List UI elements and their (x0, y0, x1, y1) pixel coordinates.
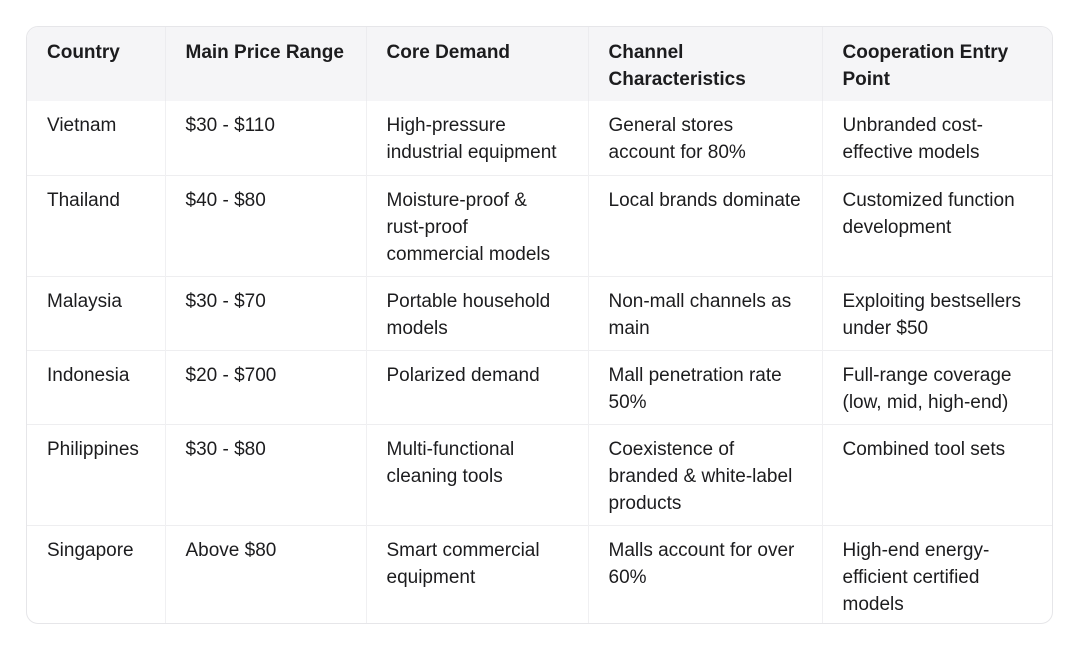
cell-entry-point: Full-range coverage (low, mid, high-end) (821, 349, 1052, 424)
cell-price-range: $30 - $110 (164, 101, 366, 175)
cell-channel: Local brands dominate (587, 174, 822, 276)
cell-price-range: $20 - $700 (164, 349, 366, 424)
cell-channel: Non-mall channels as main (587, 275, 822, 350)
cell-country: Vietnam (47, 115, 117, 136)
cell-entry-point: Combined tool sets (821, 423, 1052, 525)
cell-entry-point: Customized function development (821, 174, 1052, 276)
header-row: Country Main Price Range Core Demand Cha… (27, 27, 1052, 101)
table-row: Malaysia $30 - $70 Portable household mo… (27, 275, 1052, 350)
table-row: Philippines $30 - $80 Multi-functional c… (27, 423, 1052, 525)
cell-entry-point: High-end energy-efficient certified mode… (821, 524, 1052, 623)
cell-country: Indonesia (27, 349, 165, 424)
cell-country: Singapore (27, 524, 165, 623)
table-row: Thailand $40 - $80 Moisture-proof & rust… (27, 174, 1052, 276)
cell-core-demand: Moisture-proof & rust-proof commercial m… (365, 174, 588, 276)
header-core-demand: Core Demand (365, 27, 588, 101)
table-row: Singapore Above $80 Smart commercial equ… (27, 524, 1052, 623)
table-row: Indonesia $20 - $700 Polarized demand Ma… (27, 349, 1052, 424)
cell-price-range: $30 - $70 (164, 275, 366, 350)
cell-country: Thailand (27, 174, 165, 276)
header-cooperation-entry-point: Cooperation Entry Point (821, 27, 1052, 101)
market-comparison-table: Country Main Price Range Core Demand Cha… (26, 26, 1053, 624)
cell-core-demand: Smart commercial equipment (365, 524, 588, 623)
cell-core-demand: Portable household models (365, 275, 588, 350)
cell-entry-point: Exploiting bestsellers under $50 (821, 275, 1052, 350)
cell-channel: Coexistence of branded & white-label pro… (587, 423, 822, 525)
cell-channel: Mall penetration rate 50% (587, 349, 822, 424)
cell-core-demand: Polarized demand (365, 349, 588, 424)
header-main-price-range: Main Price Range (164, 27, 366, 101)
cell-core-demand: High-pressure industrial equipment (365, 101, 588, 175)
table-header: Country Main Price Range Core Demand Cha… (27, 27, 1052, 101)
header-channel-characteristics: Channel Characteristics (587, 27, 822, 101)
cell-price-range: $40 - $80 (164, 174, 366, 276)
cell-core-demand: Multi-functional cleaning tools (365, 423, 588, 525)
cell-channel: Malls account for over 60% (587, 524, 822, 623)
cell-price-range: Above $80 (164, 524, 366, 623)
cell-channel: General stores account for 80% (587, 101, 822, 175)
header-country: Country (47, 42, 120, 63)
cell-country: Malaysia (27, 275, 165, 350)
data-table: Country Main Price Range Core Demand Cha… (27, 27, 1052, 623)
cell-price-range: $30 - $80 (164, 423, 366, 525)
cell-country: Philippines (27, 423, 165, 525)
table-row: Vietnam $30 - $110 High-pressure industr… (27, 101, 1052, 175)
table-body: Vietnam $30 - $110 High-pressure industr… (27, 101, 1052, 623)
cell-entry-point: Unbranded cost-effective models (821, 101, 1052, 175)
